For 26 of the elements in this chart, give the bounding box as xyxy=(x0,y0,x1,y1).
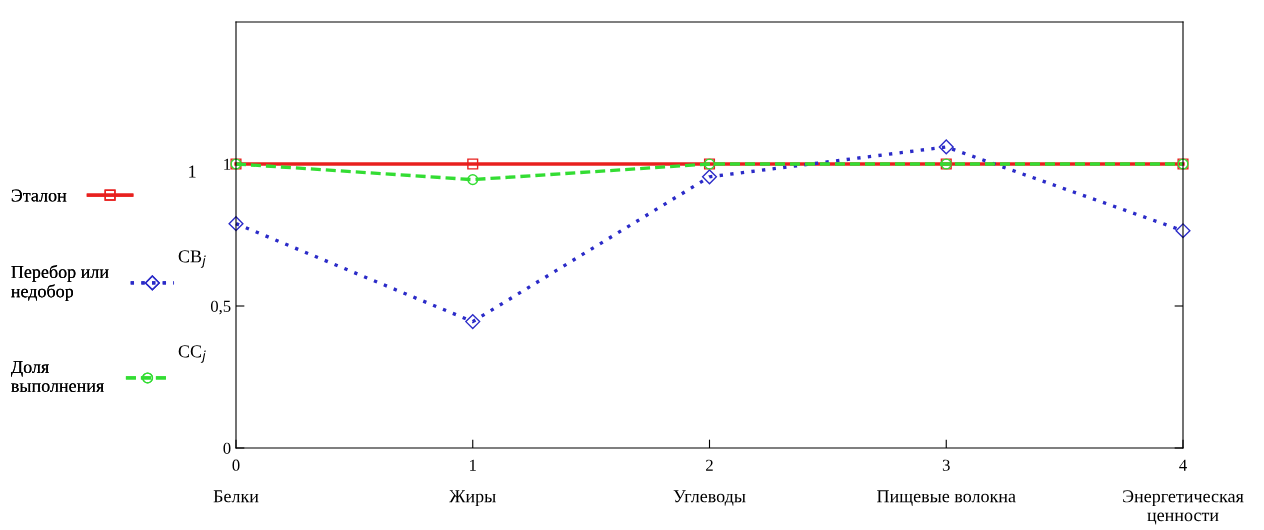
legend-label: Доля выполнения xyxy=(10,361,104,392)
point xyxy=(467,158,479,170)
x-tick-label: 1 xyxy=(470,459,476,471)
point xyxy=(465,314,481,330)
text: Пищевые волокна xyxy=(877,490,1016,506)
text: Жиры xyxy=(449,490,496,507)
point xyxy=(938,139,954,155)
text: Энергетическая ценности xyxy=(1123,490,1244,525)
legend-label: Эталон xyxy=(11,189,67,202)
text: CC$_{j}$ xyxy=(178,345,206,363)
x-tick-label: 4 xyxy=(1179,459,1187,471)
text: CB$_{j}$ xyxy=(178,250,206,268)
y-tick-label: 1 xyxy=(224,158,231,170)
x-tick-label: 3 xyxy=(942,459,950,471)
point xyxy=(467,174,479,186)
text: 1 xyxy=(189,165,196,178)
legend-label: Перебор или недобор xyxy=(11,264,109,302)
point xyxy=(228,216,244,232)
text: Углеводы xyxy=(673,490,746,506)
point xyxy=(701,169,718,185)
x-tick-label: 0 xyxy=(232,459,240,471)
text: Белки xyxy=(213,490,259,503)
y-tick-label: 0,5 xyxy=(210,300,231,315)
x-tick-label: 2 xyxy=(706,459,713,471)
y-tick-label: 0 xyxy=(223,442,231,454)
point xyxy=(1175,223,1191,239)
